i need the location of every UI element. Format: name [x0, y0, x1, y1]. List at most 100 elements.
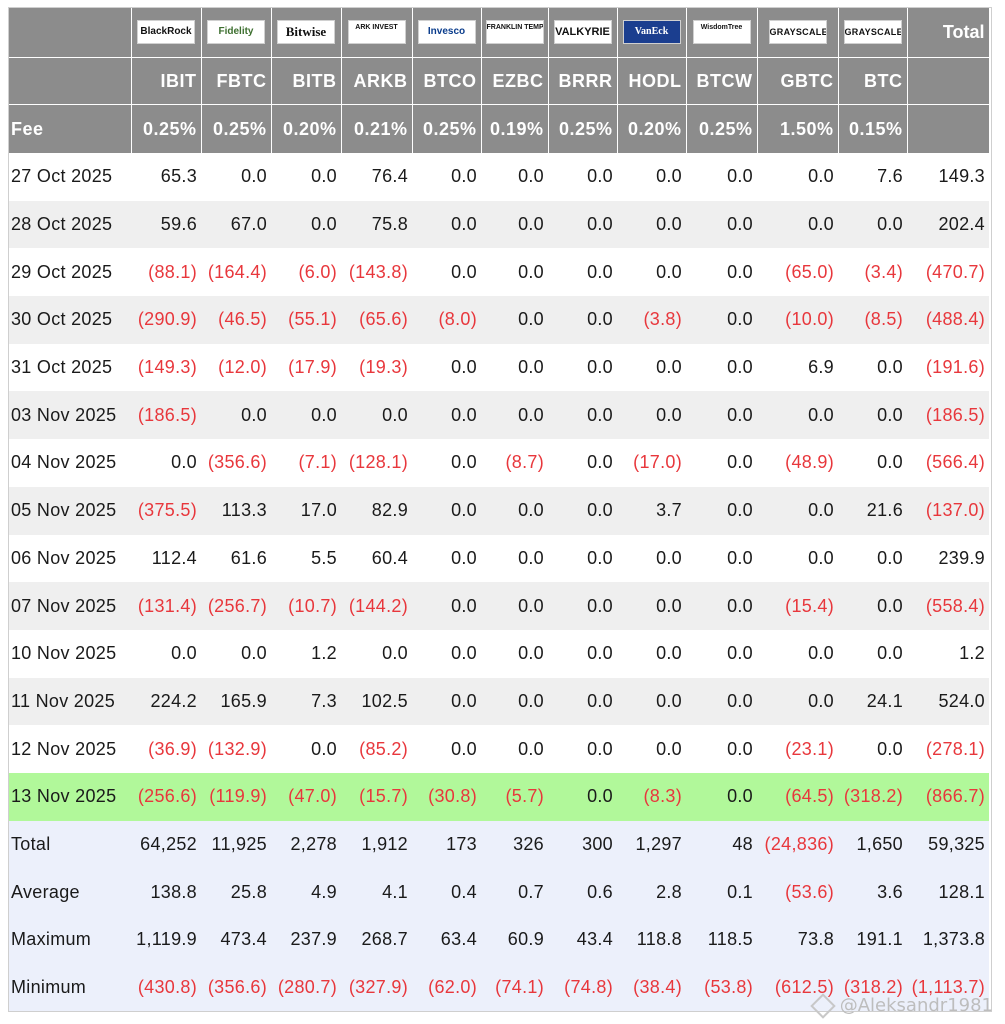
flow-value: (375.5)	[131, 486, 201, 535]
issuer-logo-cell: BlackRock	[131, 7, 202, 58]
flow-value: 73.8	[757, 916, 838, 964]
flow-value: 0.0	[341, 629, 412, 678]
flow-value: (23.1)	[757, 725, 838, 773]
flow-value: 0.0	[341, 391, 412, 440]
flow-value: (10.7)	[271, 582, 341, 630]
flow-value: 1,650	[838, 820, 907, 869]
flow-value: (8.5)	[838, 296, 907, 344]
flow-value: (612.5)	[757, 963, 838, 1012]
issuer-logo-cell: Invesco	[412, 7, 482, 58]
watermark: @Aleksandr1981	[810, 993, 993, 1019]
flow-value: (48.9)	[757, 439, 838, 487]
flow-value: 0.0	[617, 582, 686, 630]
flow-value: 0.0	[617, 725, 686, 773]
flow-value: 102.5	[341, 677, 412, 726]
flow-value: 0.0	[686, 725, 757, 773]
flow-value: 0.0	[412, 725, 481, 773]
flow-value: 48	[686, 820, 757, 869]
issuer-logo: Invesco	[417, 20, 476, 44]
flow-value: (318.2)	[838, 772, 907, 821]
flow-value: 237.9	[271, 916, 341, 964]
row-total: 524.0	[907, 677, 989, 726]
flow-value: 0.0	[412, 629, 481, 678]
row-label: Minimum	[8, 963, 131, 1012]
ticker-header: GBTC	[757, 57, 839, 105]
flow-value: 268.7	[341, 916, 412, 964]
flow-value: 76.4	[341, 153, 412, 201]
flow-value: 65.3	[131, 153, 201, 201]
flow-value: (85.2)	[341, 725, 412, 773]
flow-value: (6.0)	[271, 248, 341, 297]
flow-value: 63.4	[412, 916, 481, 964]
flow-value: 0.0	[412, 200, 481, 249]
flow-value: 60.4	[341, 534, 412, 583]
logo-row: BlackRock Fidelity Bitwise ARK INVEST Invesc…	[8, 7, 990, 58]
flow-value: (131.4)	[131, 582, 201, 630]
table-row: 03 Nov 2025 (186.5) 0.0 0.0 0.0 0.0 0.0 0.0 0.0 0…	[8, 391, 989, 440]
flow-value: 0.0	[548, 200, 617, 249]
fee-cell: 0.21%	[341, 104, 413, 153]
summary-total: (1,113.7)	[907, 963, 989, 1012]
row-label: 27 Oct 2025	[8, 153, 131, 201]
table-row: 31 Oct 2025 (149.3) (12.0) (17.9) (19.3) 0.0 0…	[8, 343, 989, 392]
flow-value: 0.0	[617, 200, 686, 249]
flow-value: 82.9	[341, 486, 412, 535]
flow-value: 0.0	[412, 534, 481, 583]
flow-value: (74.1)	[481, 963, 548, 1012]
flow-value: 1.2	[271, 629, 341, 678]
flow-value: 0.0	[481, 296, 548, 344]
row-label: 31 Oct 2025	[8, 343, 131, 392]
flow-value: 60.9	[481, 916, 548, 964]
summary-total: 128.1	[907, 868, 989, 916]
flow-value: 0.0	[838, 391, 907, 440]
flow-value: (290.9)	[131, 296, 201, 344]
watermark-text: @Aleksandr1981	[839, 995, 993, 1016]
flow-value: 0.0	[838, 343, 907, 392]
issuer-logo-cell: Fidelity	[201, 7, 272, 58]
flow-value: 0.0	[548, 582, 617, 630]
flow-value: 118.8	[617, 916, 686, 964]
issuer-logo-cell: FRANKLIN TEMPLETON	[481, 7, 549, 58]
flow-value: 0.6	[548, 868, 617, 916]
flow-value: 17.0	[271, 486, 341, 535]
flow-value: 4.9	[271, 868, 341, 916]
row-label: Total	[8, 820, 131, 869]
issuer-logo-cell: VanEck	[617, 7, 687, 58]
flow-value: 0.0	[271, 391, 341, 440]
flow-value: 64,252	[131, 820, 201, 869]
flow-value: 7.3	[271, 677, 341, 726]
flow-value: 0.0	[412, 343, 481, 392]
row-label: 13 Nov 2025	[8, 772, 131, 821]
flow-value: 473.4	[201, 916, 271, 964]
ticker-header: EZBC	[481, 57, 549, 105]
flow-value: 2,278	[271, 820, 341, 869]
flow-value: (8.3)	[617, 772, 686, 821]
row-label: 29 Oct 2025	[8, 248, 131, 297]
row-total: (278.1)	[907, 725, 989, 773]
fee-cell: 1.50%	[757, 104, 839, 153]
flow-value: (17.0)	[617, 439, 686, 487]
flow-value: 0.0	[412, 439, 481, 487]
flow-value: 0.0	[548, 772, 617, 821]
table-row: 12 Nov 2025 (36.9) (132.9) 0.0 (85.2) 0.0 0.0 0…	[8, 725, 989, 773]
flow-value: 3.6	[838, 868, 907, 916]
flow-value: 0.0	[838, 629, 907, 678]
flow-value: 0.0	[757, 200, 838, 249]
ticker-header: BITB	[271, 57, 342, 105]
flow-value: 112.4	[131, 534, 201, 583]
summary-row: Maximum 1,119.9 473.4 237.9 268.7 63.4 60.9 43.…	[8, 916, 989, 964]
flow-value: 0.0	[686, 534, 757, 583]
flow-value: (430.8)	[131, 963, 201, 1012]
flow-value: (327.9)	[341, 963, 412, 1012]
flow-value: (356.6)	[201, 963, 271, 1012]
flow-value: (356.6)	[201, 439, 271, 487]
fee-cell: 0.25%	[131, 104, 202, 153]
flow-value: 0.0	[838, 534, 907, 583]
row-total: (137.0)	[907, 486, 989, 535]
flow-value: 0.0	[757, 153, 838, 201]
flow-value: (119.9)	[201, 772, 271, 821]
flow-value: 0.0	[838, 200, 907, 249]
flow-value: 0.1	[686, 868, 757, 916]
flow-value: 0.0	[686, 772, 757, 821]
table-body: 27 Oct 2025 65.3 0.0 0.0 76.4 0.0 0.0 0.0 0.0 0.0…	[8, 153, 989, 1012]
